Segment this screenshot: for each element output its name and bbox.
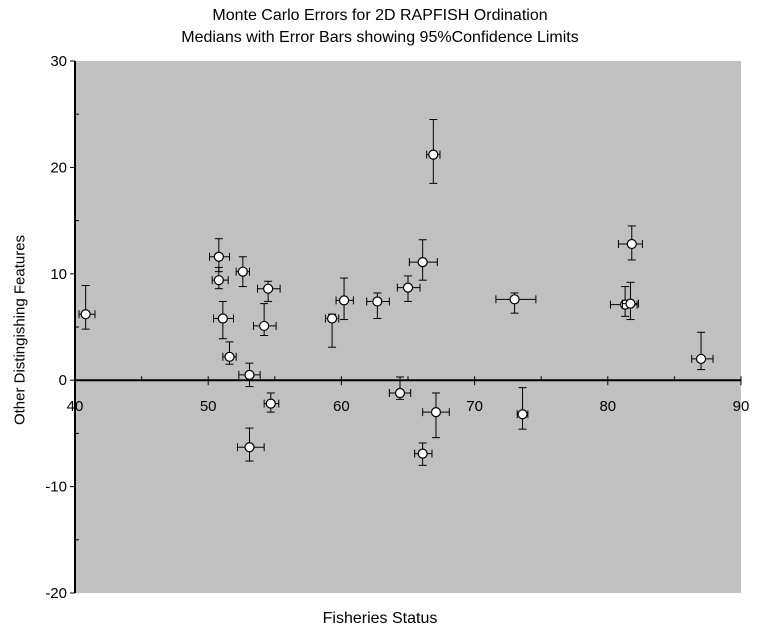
data-point [326,313,338,324]
data-point-group [495,292,537,314]
x-tick-label: 40 [67,398,84,415]
data-point-group [388,376,412,400]
x-tick-label: 50 [200,398,217,415]
data-point [213,275,224,286]
data-point-group [617,225,643,261]
data-point [430,407,442,418]
data-point-group [209,238,231,273]
data-point-group [256,280,281,302]
plot-area [75,61,741,593]
y-tick-label: 30 [50,53,67,70]
data-point [695,353,707,365]
x-tick-label: 70 [466,398,483,415]
data-point [213,251,224,262]
data-point-group [237,427,265,462]
data-points [78,119,714,466]
x-tick-label: 60 [333,398,350,415]
data-point [244,369,255,380]
tick-labels: -20 -10 0 10 20 30 40 50 60 70 80 90 [45,53,749,602]
data-point [517,409,528,420]
data-point [237,266,248,277]
data-point [626,238,637,250]
data-point-group [414,442,433,466]
data-point-group [324,313,340,348]
data-point-group [621,281,639,321]
x-tick-label: 80 [599,398,616,415]
y-tick-label: 20 [50,159,67,176]
y-axis-label: Other Distingishing Features [11,234,29,426]
data-point [417,448,428,459]
data-point [417,256,428,268]
y-tick-label: 10 [50,266,67,283]
axes [70,60,742,594]
x-axis-label: Fisheries Status [322,610,438,627]
data-point [394,387,406,399]
data-point [259,320,270,332]
data-point-group [396,275,421,302]
data-point [625,298,636,309]
data-point [263,283,274,294]
data-point-group [335,277,354,321]
data-point [244,442,255,453]
x-tick-label: 90 [733,398,750,415]
data-point [338,295,350,306]
data-point-group [252,303,277,337]
data-point-group [235,256,250,288]
data-point [428,149,439,160]
data-point-group [516,387,529,430]
data-point-group [211,266,229,290]
data-point-group [408,239,438,281]
data-point [265,398,276,409]
data-point-group [263,392,280,413]
y-tick-label: -10 [45,479,67,496]
chart-title: Monte Carlo Errors for 2D RAPFISH Ordina… [212,7,548,24]
data-point [80,309,91,320]
data-point-group [238,362,261,388]
y-tick-label: -20 [45,585,67,602]
data-point-group [691,331,714,371]
data-point [509,294,520,305]
data-point-group [426,119,441,184]
data-point [372,296,383,307]
data-point [217,313,228,324]
data-point-group [222,341,237,365]
data-point-group [422,392,450,439]
data-point-group [213,300,235,340]
data-point [224,351,235,362]
data-point [402,282,414,293]
data-point-group [78,285,96,330]
data-point-group [366,292,390,319]
chart-subtitle: Medians with Error Bars showing 95%Confi… [181,29,579,46]
y-tick-label: 0 [59,372,67,389]
